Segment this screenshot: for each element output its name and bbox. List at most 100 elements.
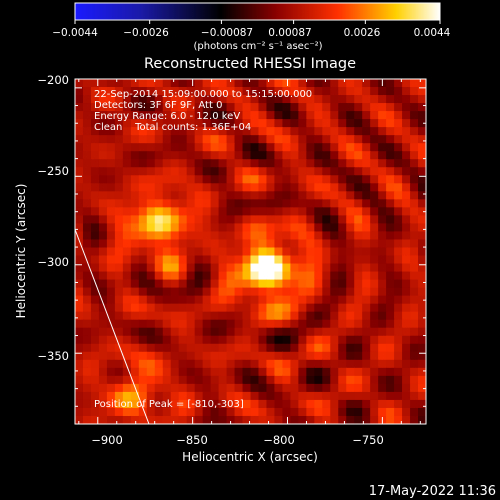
heatmap-cell (242, 247, 252, 257)
heatmap-cell (306, 287, 315, 297)
heatmap-cell (146, 239, 156, 249)
heatmap-cell (242, 95, 252, 104)
heatmap-cell (290, 271, 299, 281)
heatmap-cell (258, 183, 268, 192)
heatmap-cell (306, 359, 315, 369)
heatmap-cell (258, 103, 268, 112)
heatmap-cell (346, 79, 355, 88)
heatmap-cell (410, 343, 419, 353)
heatmap-cell (242, 303, 252, 313)
heatmap-cell (378, 399, 387, 409)
heatmap-cell (90, 111, 100, 120)
heatmap-cell (210, 159, 220, 168)
heatmap-cell (186, 327, 196, 337)
heatmap-cell (178, 183, 188, 192)
heatmap-cell (242, 87, 252, 96)
heatmap-cell (146, 207, 156, 216)
heatmap-cell (306, 319, 315, 329)
heatmap-cell (258, 359, 268, 369)
heatmap-cell (386, 367, 395, 377)
heatmap-cell (386, 415, 395, 424)
heatmap-cell (194, 127, 204, 136)
heatmap-cell (266, 407, 276, 417)
heatmap-cell (290, 391, 299, 401)
heatmap-cell (130, 343, 140, 353)
heatmap-cell (378, 143, 387, 152)
heatmap-cell (242, 111, 252, 120)
heatmap-cell (298, 375, 307, 385)
heatmap-cell (82, 247, 92, 257)
heatmap-cell (402, 231, 411, 241)
heatmap-cell (330, 167, 339, 176)
heatmap-cell (266, 135, 276, 144)
heatmap-cell (138, 175, 148, 184)
heatmap-cell (202, 279, 212, 289)
heatmap-cell (322, 159, 331, 168)
heatmap-cell (266, 79, 276, 88)
heatmap-cell (330, 287, 339, 297)
heatmap-cell (170, 303, 180, 313)
heatmap-cell (354, 343, 363, 353)
heatmap-cell (98, 391, 108, 401)
heatmap-cell (338, 167, 347, 176)
heatmap-cell (114, 359, 124, 369)
heatmap-cell (338, 143, 347, 152)
heatmap-cell (170, 311, 180, 321)
heatmap-cell (242, 311, 252, 321)
heatmap-cell (194, 223, 204, 233)
heatmap-cell (418, 87, 426, 96)
heatmap-cell (314, 335, 323, 345)
heatmap-cell (106, 175, 116, 184)
heatmap-cell (130, 335, 140, 345)
heatmap-cell (362, 351, 371, 361)
heatmap-cell (378, 279, 387, 289)
heatmap-cell (82, 375, 92, 385)
heatmap-cell (202, 159, 212, 168)
heatmap-cell (338, 295, 347, 305)
heatmap-cell (274, 351, 284, 361)
heatmap-cell (354, 359, 363, 369)
heatmap-cell (114, 95, 124, 104)
heatmap-cell (354, 247, 363, 257)
heatmap-cell (322, 207, 331, 216)
heatmap-cell (75, 391, 84, 401)
heatmap-cell (306, 207, 315, 216)
heatmap-cell (410, 415, 419, 424)
heatmap-cell (402, 199, 411, 208)
heatmap-cell (90, 407, 100, 417)
heatmap-cell (250, 239, 260, 249)
heatmap-cell (346, 255, 355, 265)
heatmap-cell (178, 239, 188, 249)
heatmap-cell (290, 191, 299, 200)
heatmap-cell (362, 271, 371, 281)
heatmap-cell (82, 79, 92, 88)
heatmap-cell (138, 159, 148, 168)
heatmap-cell (130, 199, 140, 208)
heatmap-cell (386, 167, 395, 176)
heatmap-cell (90, 383, 100, 393)
heatmap-cell (266, 327, 276, 337)
heatmap-cell (370, 391, 379, 401)
heatmap-cell (274, 335, 284, 345)
heatmap-cell (90, 375, 100, 385)
heatmap-cell (354, 407, 363, 417)
heatmap-cell (170, 111, 180, 120)
heatmap-cell (82, 143, 92, 152)
heatmap-cell (170, 223, 180, 233)
heatmap-cell (314, 399, 323, 409)
heatmap-cell (370, 151, 379, 160)
heatmap-cell (290, 119, 299, 128)
heatmap-cell (338, 247, 347, 257)
heatmap-cell (138, 167, 148, 176)
heatmap-cell (418, 367, 426, 377)
heatmap-cell (210, 119, 220, 128)
heatmap-cell (330, 87, 339, 96)
heatmap-cell (258, 111, 268, 120)
heatmap-cell (346, 191, 355, 200)
heatmap-cell (410, 263, 419, 273)
heatmap-cell (242, 287, 252, 297)
heatmap-cell (386, 295, 395, 305)
heatmap-cell (234, 247, 244, 257)
heatmap-cell (418, 79, 426, 88)
heatmap-cell (314, 351, 323, 361)
